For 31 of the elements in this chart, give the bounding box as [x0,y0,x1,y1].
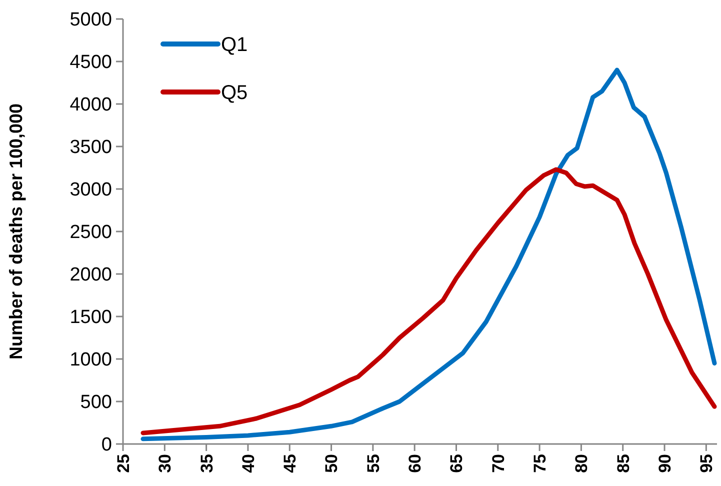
x-tick-label: 50 [322,454,342,473]
x-tick-label: 35 [197,454,216,473]
y-tick-label: 4500 [70,52,112,74]
y-tick-label: 500 [80,392,112,414]
x-tick-label: 90 [655,454,674,473]
x-tick-label: 85 [614,454,633,473]
line-series [140,68,717,442]
line-series [140,167,717,436]
x-tick-label: 60 [406,454,425,473]
y-tick-label: 2000 [70,264,112,286]
y-tick-label: 1000 [70,350,112,371]
x-tick-label: 70 [488,454,508,473]
x-tick-label: 25 [114,454,133,473]
x-tick-label: 45 [280,454,300,473]
y-tick-label: 1500 [70,307,112,328]
y-tick-label: 4000 [70,94,112,116]
legend-label: Q5 [221,82,248,104]
legend-label: Q1 [221,34,248,56]
y-tick-label: 0 [101,434,112,456]
y-tick-label: 3500 [70,137,112,158]
y-axis-title: Number of deaths per 100,000 [6,103,26,360]
y-tick-label: 5000 [70,10,112,31]
x-tick-label: 30 [156,454,175,473]
x-tick-label: 55 [364,454,383,473]
x-tick-label: 80 [572,454,592,473]
x-tick-label: 40 [238,454,258,473]
y-tick-label: 3000 [70,180,112,201]
y-tick-label: 2500 [70,222,112,244]
x-tick-label: 65 [447,454,466,473]
x-tick-label: 75 [530,454,550,473]
x-tick-label: 95 [697,454,716,473]
